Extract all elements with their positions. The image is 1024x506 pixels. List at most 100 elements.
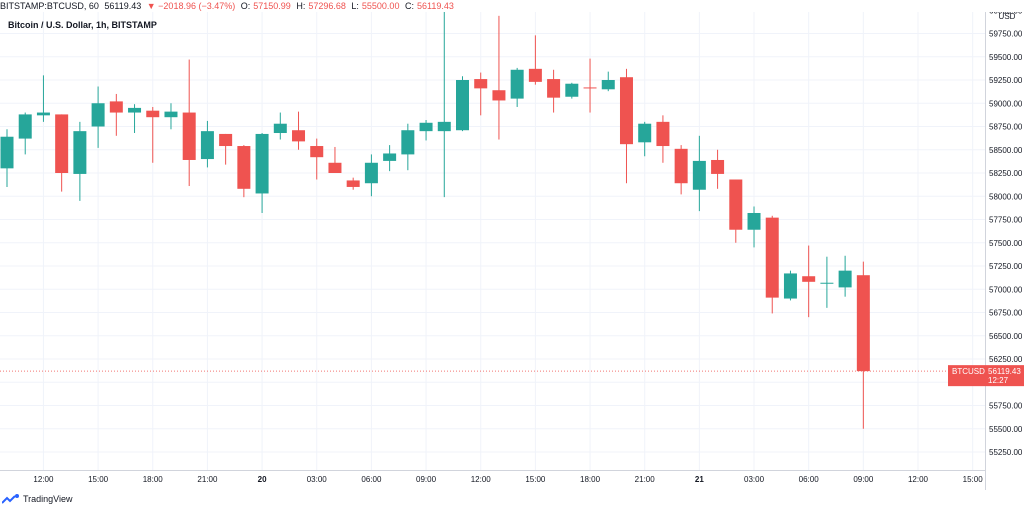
open-key: O: <box>240 1 251 11</box>
candle-body[interactable] <box>200 131 214 160</box>
time-axis-tick-label: 09:00 <box>416 475 437 484</box>
candle-body[interactable] <box>383 153 397 161</box>
candle-body[interactable] <box>419 122 433 132</box>
candle-body[interactable] <box>91 103 105 127</box>
price-axis-tick-label: 59750.00 <box>989 30 1023 39</box>
candle-body[interactable] <box>747 212 761 230</box>
price-axis-tick-label: 58750.00 <box>989 123 1023 132</box>
time-axis-tick-label: 06:00 <box>361 475 382 484</box>
time-axis-tick-label: 21:00 <box>635 475 656 484</box>
price-axis-tick-label: 57250.00 <box>989 262 1023 271</box>
candle-body[interactable] <box>711 159 725 174</box>
candle-body[interactable] <box>437 121 451 132</box>
time-axis-tick-label: 03:00 <box>307 475 328 484</box>
candle-body[interactable] <box>729 179 743 230</box>
candle-body[interactable] <box>0 136 14 169</box>
candle-body[interactable] <box>146 110 160 118</box>
candle-body[interactable] <box>765 217 779 298</box>
candle-body[interactable] <box>856 275 870 372</box>
candle-body[interactable] <box>456 80 469 131</box>
price-axis-tick-label: 57000.00 <box>989 285 1023 294</box>
candle-body[interactable] <box>219 133 233 147</box>
time-axis-tick-label: 06:00 <box>799 475 820 484</box>
price-axis-tick-label: 56500.00 <box>989 332 1023 341</box>
candle-body[interactable] <box>583 87 597 89</box>
time-axis-tick-label: 03:00 <box>744 475 765 484</box>
candle-body[interactable] <box>692 160 706 190</box>
close-key: C: <box>404 1 414 11</box>
candle-body[interactable] <box>55 114 69 173</box>
time-axis-tick-label: 21:00 <box>197 475 218 484</box>
candle-body[interactable] <box>401 130 415 155</box>
candle-body[interactable] <box>364 162 378 184</box>
candle-body[interactable] <box>547 79 561 98</box>
high-key: H: <box>296 1 306 11</box>
chart-legend-title: Bitcoin / U.S. Dollar, 1h, BITSTAMP <box>8 20 157 30</box>
price-axis-tick-label: 56250.00 <box>989 355 1023 364</box>
last-price: 56119.43 <box>104 1 142 11</box>
candle-body[interactable] <box>18 114 32 139</box>
time-axis-tick-label: 21 <box>695 475 704 484</box>
last-price-symbol: BTCUSD <box>952 367 985 376</box>
low-key: L: <box>351 1 359 11</box>
price-axis-tick-label: 57500.00 <box>989 239 1023 248</box>
symbol-label[interactable]: BITSTAMP:BTCUSD, 60 <box>0 1 99 11</box>
candle-body[interactable] <box>182 112 196 160</box>
candle-body[interactable] <box>820 282 834 284</box>
low-value: 55500.00 <box>361 1 400 11</box>
candle-body[interactable] <box>164 111 178 118</box>
price-axis-tick-label: 58000.00 <box>989 192 1023 201</box>
price-axis-tick-label: 57750.00 <box>989 216 1023 225</box>
time-axis-tick-label: 18:00 <box>143 475 164 484</box>
candle-body[interactable] <box>255 133 269 194</box>
candle-body[interactable] <box>328 162 342 173</box>
time-axis-tick-label: 12:00 <box>471 475 492 484</box>
candle-body[interactable] <box>838 270 852 288</box>
time-axis-tick-label: 12:00 <box>33 475 54 484</box>
candle-body[interactable] <box>674 148 688 184</box>
candle-body[interactable] <box>802 276 816 282</box>
candle-body[interactable] <box>273 123 287 134</box>
candle-body[interactable] <box>656 121 670 147</box>
price-axis-tick-label: 59250.00 <box>989 76 1023 85</box>
tradingview-logo-text: TradingView <box>23 494 73 504</box>
candle-body[interactable] <box>237 146 251 189</box>
last-price-countdown: 12:27 <box>988 376 1009 385</box>
candle-body[interactable] <box>128 107 142 113</box>
candle-body[interactable] <box>565 83 579 97</box>
candle-body[interactable] <box>638 123 652 143</box>
price-axis-tick-label: 55250.00 <box>989 448 1023 457</box>
close-value: 56119.43 <box>416 1 454 11</box>
price-axis-tick-label: 59500.00 <box>989 53 1023 62</box>
candle-body[interactable] <box>619 77 633 145</box>
candle-body[interactable] <box>292 130 306 142</box>
candle-body[interactable] <box>310 146 324 158</box>
candle-body[interactable] <box>474 79 488 89</box>
price-change: ▼ −2018.96 (−3.47%) <box>146 1 236 11</box>
candle-body[interactable] <box>528 68 542 82</box>
candle-body[interactable] <box>601 80 615 90</box>
tradingview-logo-icon <box>2 494 19 504</box>
currency-label[interactable]: USD <box>998 12 1016 21</box>
time-axis-tick-label: 09:00 <box>853 475 874 484</box>
candle-body[interactable] <box>346 180 360 187</box>
time-axis-tick-label: 15:00 <box>963 475 984 484</box>
time-axis-tick-label: 20 <box>258 475 267 484</box>
candle-body[interactable] <box>783 273 797 299</box>
last-price-badge <box>948 365 1024 387</box>
header-bar: BITSTAMP:BTCUSD, 60 56119.43 ▼ −2018.96 … <box>0 0 1024 12</box>
candle-body[interactable] <box>73 131 87 174</box>
candle-body[interactable] <box>492 90 506 101</box>
tradingview-branding[interactable]: TradingView <box>2 492 73 506</box>
time-axis-tick-label: 15:00 <box>88 475 109 484</box>
last-price-value: 56119.43 <box>988 367 1021 376</box>
high-value: 57296.68 <box>308 1 346 11</box>
price-axis-tick-label: 59000.00 <box>989 99 1023 108</box>
candle-body[interactable] <box>36 112 50 116</box>
time-axis-tick-label: 12:00 <box>908 475 929 484</box>
price-axis-tick-label: 56750.00 <box>989 309 1023 318</box>
time-axis-tick-label: 18:00 <box>580 475 601 484</box>
candle-body[interactable] <box>510 69 524 99</box>
candle-body[interactable] <box>109 101 123 113</box>
